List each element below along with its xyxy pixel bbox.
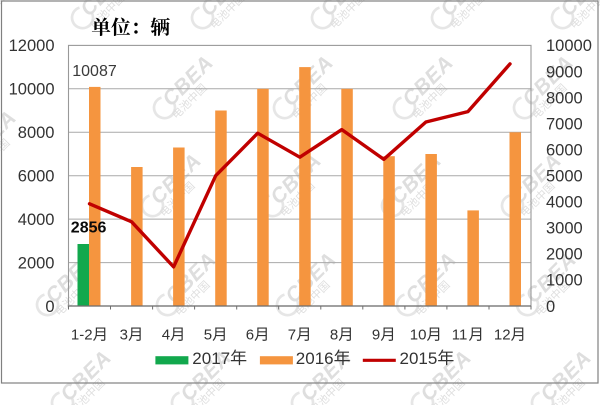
svg-text:2856: 2856 [71,220,107,237]
svg-text:4: 4 [162,327,170,344]
svg-text:2016: 2016 [296,349,334,368]
svg-text:1000: 1000 [546,272,583,290]
svg-text:8000: 8000 [18,124,55,142]
svg-text:10: 10 [410,327,427,344]
svg-text:0: 0 [45,298,54,316]
svg-text:10000: 10000 [546,37,592,55]
svg-text:2000: 2000 [18,254,55,272]
svg-text:9: 9 [372,327,380,344]
svg-text:6: 6 [246,327,254,344]
svg-text:1-2: 1-2 [71,327,93,344]
svg-text:2017: 2017 [192,349,230,368]
svg-text:10000: 10000 [9,81,55,99]
svg-text:6000: 6000 [546,141,583,159]
svg-text:12000: 12000 [9,37,55,55]
svg-text:8: 8 [330,327,338,344]
svg-text:0: 0 [546,298,555,316]
svg-text:4000: 4000 [18,211,55,229]
svg-text:6000: 6000 [18,168,55,186]
svg-text:3000: 3000 [546,220,583,238]
svg-text:9000: 9000 [546,63,583,81]
svg-text:7: 7 [288,327,296,344]
svg-text:3: 3 [120,327,128,344]
svg-text:2000: 2000 [546,246,583,264]
svg-text:12: 12 [494,327,511,344]
svg-text:10087: 10087 [72,63,117,80]
svg-text:11: 11 [452,327,468,344]
svg-text:2015: 2015 [400,349,438,368]
svg-text:4000: 4000 [546,194,583,212]
svg-text:5000: 5000 [546,168,583,186]
svg-text:5: 5 [204,327,212,344]
svg-text:7000: 7000 [546,115,583,133]
svg-text:8000: 8000 [546,89,583,107]
